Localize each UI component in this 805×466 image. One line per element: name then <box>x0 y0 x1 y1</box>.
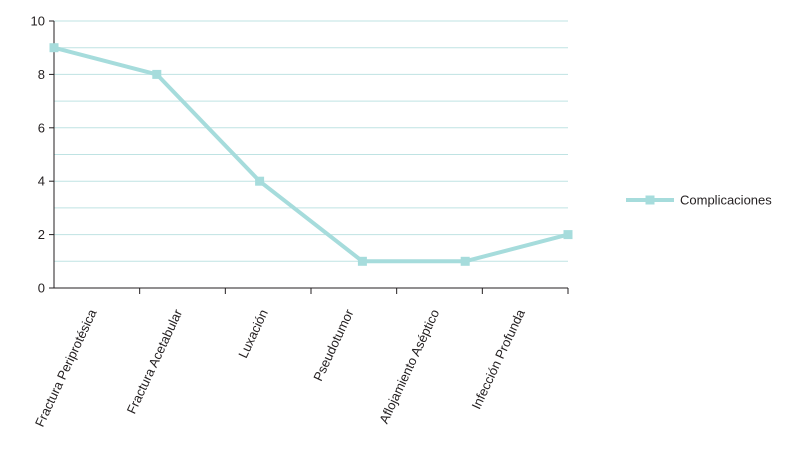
data-point <box>357 256 367 266</box>
data-point <box>49 43 59 53</box>
y-tick-labels: 0 2 4 6 8 10 <box>31 14 45 296</box>
x-tick-label: Fractura Periprotésica <box>32 306 100 429</box>
data-point <box>460 256 470 266</box>
grid-lines <box>54 20 568 262</box>
y-tick-label: 10 <box>31 14 45 29</box>
data-point <box>152 69 162 79</box>
y-tick-label: 8 <box>38 67 45 82</box>
x-tick-label: Infección Profunda <box>468 306 528 411</box>
x-tick-label: Pseudotumor <box>310 306 357 383</box>
x-tick-label: Luxación <box>235 307 271 361</box>
legend: Complicaciones <box>626 193 772 208</box>
y-tick-label: 2 <box>38 227 45 242</box>
y-tick-label: 6 <box>38 120 45 135</box>
x-tick-label: Aflojamiento Aséptico <box>376 307 442 426</box>
x-tick-labels: Fractura Periprotésica Fractura Acetabula… <box>32 306 528 429</box>
legend-label: Complicaciones <box>680 193 772 208</box>
data-point <box>563 230 573 240</box>
y-tick-label: 4 <box>38 174 45 189</box>
x-tick-label: Fractura Acetabular <box>124 306 186 416</box>
y-tick-label: 0 <box>38 281 45 296</box>
series <box>49 43 573 266</box>
legend-swatch-marker <box>645 195 655 205</box>
axes <box>49 20 569 294</box>
series-line <box>53 45 569 264</box>
data-point <box>255 176 265 186</box>
